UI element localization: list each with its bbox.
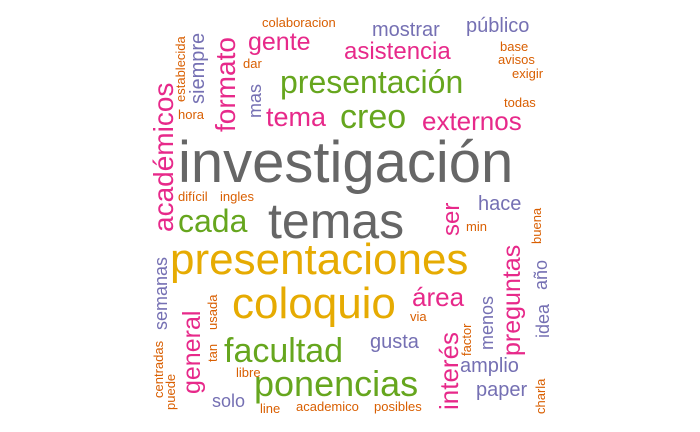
- word-tema: tema: [266, 102, 327, 132]
- word-tan: tan: [205, 343, 220, 362]
- word-paper: paper: [476, 379, 528, 401]
- word-investigacion: investigación: [178, 130, 514, 195]
- word-charla: charla: [533, 378, 548, 414]
- word-ponencias: ponencias: [254, 363, 419, 404]
- word-min: min: [466, 219, 487, 234]
- word-menos: menos: [477, 295, 497, 350]
- word-line: line: [260, 401, 281, 416]
- word-externos: externos: [422, 106, 522, 136]
- word-todas: todas: [504, 95, 536, 110]
- word-establecida: establecida: [173, 36, 188, 102]
- word-libre: libre: [236, 365, 261, 380]
- word-exigir: exigir: [512, 66, 544, 81]
- word-usada: usada: [205, 294, 220, 330]
- word-facultad: facultad: [224, 332, 344, 370]
- word-gente: gente: [248, 28, 311, 56]
- word-base: base: [500, 39, 529, 54]
- word-creo: creo: [340, 98, 407, 136]
- word-formato: formato: [210, 37, 241, 132]
- word-siempre: siempre: [187, 32, 209, 104]
- word-coloquio: coloquio: [232, 279, 396, 328]
- word-dar: dar: [243, 56, 262, 71]
- word-ano: año: [531, 259, 551, 290]
- word-avisos: avisos: [498, 52, 535, 67]
- word-dificil: difícil: [178, 189, 208, 204]
- word-ingles: ingles: [220, 189, 254, 204]
- word-temas: temas: [268, 193, 405, 249]
- word-mas: mas: [245, 83, 265, 118]
- word-presentaciones: presentaciones: [170, 235, 469, 284]
- word-gusta: gusta: [370, 331, 419, 353]
- word-semanas: semanas: [151, 256, 171, 330]
- word-academico: academico: [296, 399, 359, 414]
- word-colaboracion: colaboracion: [262, 15, 336, 30]
- word-factor: factor: [459, 323, 474, 356]
- word-via: via: [410, 309, 427, 324]
- word-preguntas: preguntas: [498, 244, 526, 356]
- word-cada: cada: [178, 203, 248, 239]
- word-amplio: amplio: [460, 355, 519, 377]
- word-area: área: [412, 282, 465, 312]
- word-idea: idea: [533, 303, 553, 338]
- word-hora: hora: [178, 107, 205, 122]
- word-posibles: posibles: [374, 399, 422, 414]
- word-academicos: académicos: [148, 82, 179, 232]
- word-presentacion: presentación: [280, 64, 464, 100]
- word-general: general: [178, 310, 206, 394]
- word-puede: puede: [163, 373, 178, 410]
- word-publico: público: [466, 15, 530, 37]
- word-buena: buena: [529, 207, 544, 244]
- word-hace: hace: [478, 193, 522, 215]
- word-solo: solo: [212, 391, 246, 411]
- word-ser: ser: [438, 202, 465, 236]
- word-asistencia: asistencia: [344, 38, 451, 65]
- word-mostrar: mostrar: [372, 19, 440, 41]
